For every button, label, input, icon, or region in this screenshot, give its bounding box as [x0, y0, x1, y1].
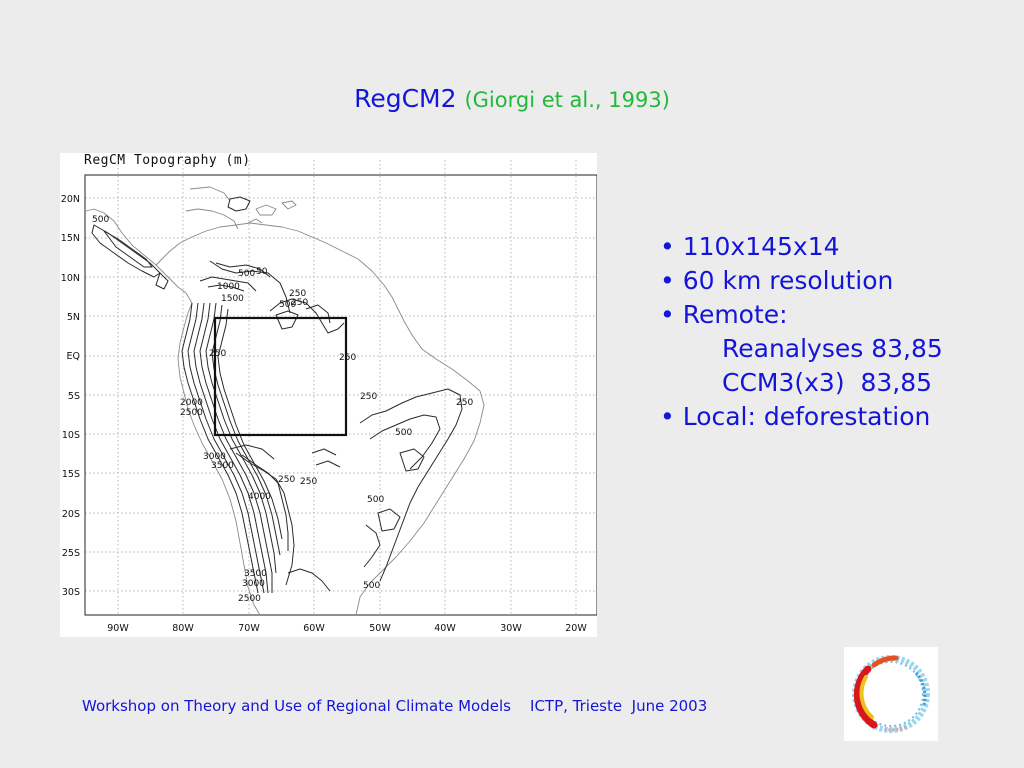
contour-label: 3000: [242, 579, 265, 589]
map-frame: [84, 174, 597, 616]
lat-label: 20N: [61, 194, 80, 205]
contour-label: 250: [278, 475, 295, 485]
map-title: RegCM Topography (m): [84, 153, 251, 168]
lat-label: 20S: [62, 509, 80, 520]
contour-label: 500: [279, 300, 296, 310]
lat-label: 10S: [62, 430, 80, 441]
contour-label: 250: [456, 398, 473, 408]
lon-label: 50W: [369, 623, 391, 634]
contour-label: 1000: [217, 282, 240, 292]
contour-label: 4000: [248, 492, 271, 502]
contour-label: 500: [367, 495, 384, 505]
study-domain-box: [213, 316, 348, 437]
lon-label: 70W: [238, 623, 260, 634]
contour-label: 500: [363, 581, 380, 591]
bullet-item: • Remote:: [660, 298, 943, 332]
contour-label: 2500: [180, 408, 203, 418]
lat-label: 5N: [67, 312, 80, 323]
topography-map: RegCM Topography (m) 20: [60, 153, 597, 637]
bullet-marker: •: [660, 232, 675, 261]
bullet-item: • Local: deforestation: [660, 400, 943, 434]
bullet-text: 110x145x14: [682, 232, 840, 261]
bullet-text: Reanalyses 83,85: [722, 334, 943, 363]
bullet-text: CCM3(x3) 83,85: [722, 368, 933, 397]
contour-label: 250: [209, 349, 226, 359]
title-main: RegCM2: [354, 84, 457, 113]
contour-label: 3500: [244, 569, 267, 579]
contour-label: 3000: [203, 452, 226, 462]
bullet-marker: •: [660, 266, 675, 295]
contour-label: 2500: [238, 594, 261, 604]
bullet-text: Local: deforestation: [682, 402, 931, 431]
sub-bullet-item: CCM3(x3) 83,85: [660, 366, 943, 400]
contour-label: 500: [92, 215, 109, 225]
lat-label: EQ: [67, 351, 80, 362]
lat-label: 15N: [61, 233, 80, 244]
contour-label: 2000: [180, 398, 203, 408]
lon-label: 20W: [565, 623, 587, 634]
contour-labels: 500 500 50 1000 1500 250 500 250 250 250…: [92, 215, 473, 604]
bullet-item: • 110x145x14: [660, 230, 943, 264]
ictp-ring-logo: [844, 647, 938, 741]
lon-label: 80W: [172, 623, 194, 634]
lon-axis-labels: 90W 80W 70W 60W 50W 40W 30W 20W: [107, 623, 587, 634]
contour-label: 250: [289, 289, 306, 299]
lat-label: 30S: [62, 587, 80, 598]
contour-label: 250: [300, 477, 317, 487]
sub-bullet-item: Reanalyses 83,85: [660, 332, 943, 366]
bullet-marker: •: [660, 300, 675, 329]
slide-title: RegCM2 (Giorgi et al., 1993): [0, 84, 1024, 113]
coastlines: [85, 186, 485, 616]
footer-workshop: Workshop on Theory and Use of Regional C…: [82, 697, 511, 715]
lat-label: 10N: [61, 273, 80, 284]
contour-label: 50: [256, 267, 268, 277]
bullet-marker: •: [660, 402, 675, 431]
lat-label: 15S: [62, 469, 80, 480]
bullet-list: • 110x145x14 • 60 km resolution • Remote…: [660, 230, 943, 434]
lon-label: 30W: [500, 623, 522, 634]
bullet-text: 60 km resolution: [682, 266, 894, 295]
contour-label: 250: [360, 392, 377, 402]
bullet-item: • 60 km resolution: [660, 264, 943, 298]
contour-label: 500: [238, 269, 255, 279]
ring-logo-icon: [852, 655, 930, 733]
slide-footer: Workshop on Theory and Use of Regional C…: [82, 697, 707, 715]
lat-label: 25S: [62, 548, 80, 559]
lon-label: 40W: [434, 623, 456, 634]
lon-label: 90W: [107, 623, 129, 634]
lon-label: 60W: [303, 623, 325, 634]
lat-label: 5S: [68, 391, 80, 402]
lat-axis-labels: 20N 15N 10N 5N EQ 5S 10S 15S 20S 25S 30S: [61, 194, 80, 598]
map-grid: [85, 160, 597, 615]
contour-label: 1500: [221, 294, 244, 304]
bullet-text: Remote:: [682, 300, 788, 329]
contour-label: 3500: [211, 461, 234, 471]
contour-label: 250: [339, 353, 356, 363]
contour-label: 500: [395, 428, 412, 438]
contour-label: 250: [291, 298, 308, 308]
topography-map-svg: RegCM Topography (m) 20: [61, 153, 597, 634]
footer-location-date: ICTP, Trieste June 2003: [530, 697, 708, 715]
title-citation: (Giorgi et al., 1993): [464, 88, 670, 112]
